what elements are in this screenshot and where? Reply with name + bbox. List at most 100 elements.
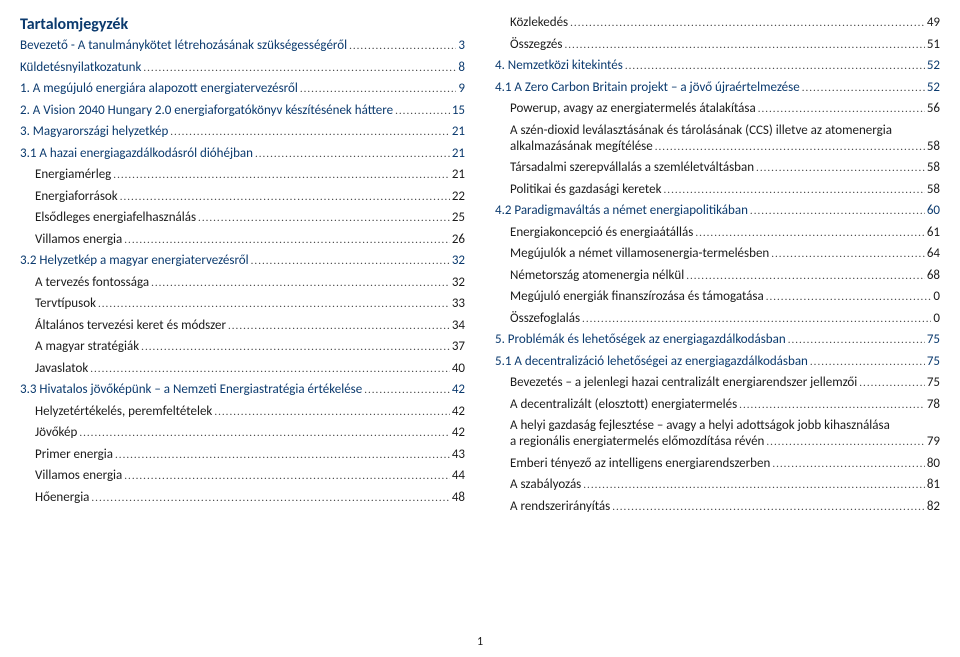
toc-entry-page: 78 <box>927 397 940 412</box>
toc-entry-page: 21 <box>452 167 465 182</box>
toc-entry-page: 26 <box>452 232 465 247</box>
toc-dots <box>810 355 925 368</box>
toc-dots <box>756 161 925 174</box>
toc-entry-page: 21 <box>452 146 465 161</box>
toc-entry-label: Villamos energia <box>35 232 122 247</box>
toc-entry: 3. Magyarországi helyzetkép 21 <box>20 124 465 139</box>
toc-entry-page: 9 <box>458 81 465 96</box>
toc-entry-label: 1. A megújuló energiára alapozott energi… <box>20 81 298 96</box>
toc-entry-page: 49 <box>927 15 940 30</box>
toc-entry-page: 43 <box>452 447 465 462</box>
toc-entry: A magyar stratégiák37 <box>20 339 465 354</box>
toc-dots <box>151 276 450 289</box>
toc-entry: 3.1 A hazai energiagazdálkodásról dióhéj… <box>20 146 465 161</box>
toc-dots <box>124 469 450 482</box>
toc-dots <box>583 478 925 491</box>
toc-entry: 4. Nemzetközi kitekintés 52 <box>495 58 940 73</box>
toc-entry-label: Tervtípusok <box>35 296 96 311</box>
toc-entry-label: a regionális energiatermelés előmozdítás… <box>510 434 764 449</box>
toc-entry-label: Bevezetés – a jelenlegi hazai centralizá… <box>510 375 857 390</box>
toc-entry-page: 40 <box>452 361 465 376</box>
toc-entry-page: 80 <box>927 456 940 471</box>
toc-entry-label: Energiakoncepció és energiaátállás <box>510 225 693 240</box>
toc-entry-page: 68 <box>927 268 940 283</box>
toc-dots <box>124 233 450 246</box>
toc-entry: A rendszerirányítás82 <box>495 499 940 514</box>
toc-columns: Tartalomjegyzék Bevezető - A tanulmánykö… <box>20 15 940 520</box>
toc-dots <box>214 405 449 418</box>
toc-entry-page: 34 <box>452 318 465 333</box>
toc-entry-label: Helyzetértékelés, peremfeltételek <box>35 404 212 419</box>
toc-entry: Powerup, avagy az energiatermelés átalak… <box>495 101 940 116</box>
toc-dots <box>91 491 449 504</box>
toc-entry: Jövőkép42 <box>20 425 465 440</box>
toc-entry-page: 60 <box>927 203 940 218</box>
toc-dots <box>300 82 457 95</box>
toc-entry-page: 81 <box>927 477 940 492</box>
toc-entry-label: Powerup, avagy az energiatermelés átalak… <box>510 101 756 116</box>
toc-dots <box>170 125 450 138</box>
toc-entry-page: 56 <box>927 101 940 116</box>
toc-entry-label: Emberi tényező az intelligens energiaren… <box>510 456 770 471</box>
toc-entry-page: 52 <box>927 58 940 73</box>
toc-entry: Általános tervezési keret és módszer34 <box>20 318 465 333</box>
toc-entry: Politikai és gazdasági keretek58 <box>495 182 940 197</box>
toc-dots <box>655 140 925 153</box>
toc-entry: Energiamérleg21 <box>20 167 465 182</box>
toc-entry-page: 75 <box>927 354 940 369</box>
toc-entry: Németország atomenergia nélkül68 <box>495 268 940 283</box>
toc-entry: Összegzés51 <box>495 37 940 52</box>
toc-entry-page: 48 <box>452 490 465 505</box>
toc-entry-page: 0 <box>933 289 940 304</box>
toc-dots <box>750 204 925 217</box>
toc-entry-label: 4.1 A Zero Carbon Britain projekt – a jö… <box>495 80 800 95</box>
toc-entry: Hőenergia48 <box>20 490 465 505</box>
toc-entry: Elsődleges energiafelhasználás 25 <box>20 210 465 225</box>
toc-dots <box>758 102 925 115</box>
toc-dots <box>771 247 925 260</box>
toc-dots <box>90 362 450 375</box>
toc-entry-page: 21 <box>452 124 465 139</box>
toc-entry-page: 75 <box>927 375 940 390</box>
toc-entry-page: 8 <box>458 60 465 75</box>
toc-entry: Villamos energia 26 <box>20 232 465 247</box>
toc-entry-label: 3.1 A hazai energiagazdálkodásról dióhéj… <box>20 146 253 161</box>
toc-entry-label: Jövőkép <box>35 425 77 440</box>
toc-dots <box>115 448 450 461</box>
toc-entry: Társadalmi szerepvállalás a szemléletvál… <box>495 160 940 175</box>
toc-entry-label: Társadalmi szerepvállalás a szemléletvál… <box>510 160 754 175</box>
toc-entry-label: A decentralizált (elosztott) energiaterm… <box>510 397 737 412</box>
toc-entry-label: 5.1 A decentralizáció lehetőségei az ene… <box>495 354 808 369</box>
toc-entry-label: Küldetésnyilatkozatunk <box>20 60 141 75</box>
toc-entry-page: 25 <box>452 210 465 225</box>
toc-entry-page: 3 <box>458 38 465 53</box>
toc-entry: Küldetésnyilatkozatunk 8 <box>20 60 465 75</box>
toc-entry-label: Energiaforrások <box>35 189 118 204</box>
toc-entry: 4.1 A Zero Carbon Britain projekt – a jö… <box>495 80 940 95</box>
toc-dots <box>565 38 925 51</box>
toc-entry-label: 4. Nemzetközi kitekintés <box>495 58 623 73</box>
toc-entry-page: 33 <box>452 296 465 311</box>
page-number: 1 <box>477 635 483 649</box>
toc-entry-label: A szén-dioxid leválasztásának és tárolás… <box>510 123 892 138</box>
toc-dots <box>859 376 925 389</box>
toc-entry: A tervezés fontossága32 <box>20 275 465 290</box>
toc-dots <box>772 457 925 470</box>
toc-entry: Energiakoncepció és energiaátállás61 <box>495 225 940 240</box>
toc-dots <box>113 168 450 181</box>
toc-entry: A szén-dioxid leválasztásának és tárolás… <box>495 123 940 138</box>
toc-entry-label: Politikai és gazdasági keretek <box>510 182 662 197</box>
toc-right-column: Közlekedés 49 Összegzés51 4. Nemzetközi kit… <box>495 15 940 520</box>
toc-entry: 2. A Vision 2040 Hungary 2.0 energiaforg… <box>20 103 465 118</box>
toc-entry: Primer energia43 <box>20 447 465 462</box>
toc-entry: A szabályozás81 <box>495 477 940 492</box>
toc-entry-label: alkalmazásának megítélése <box>510 139 653 154</box>
toc-entry-label: 3. Magyarországi helyzetkép <box>20 124 168 139</box>
toc-entry-label: A tervezés fontossága <box>35 275 149 290</box>
toc-dots <box>349 39 456 52</box>
toc-entry-label: Elsődleges energiafelhasználás <box>35 210 196 225</box>
toc-entry-label: Megújulók a német villamosenergia-termel… <box>510 246 769 261</box>
toc-entry-label: Közlekedés <box>510 15 568 30</box>
toc-entry-label: Javaslatok <box>35 361 88 376</box>
toc-entry-page: 82 <box>927 499 940 514</box>
